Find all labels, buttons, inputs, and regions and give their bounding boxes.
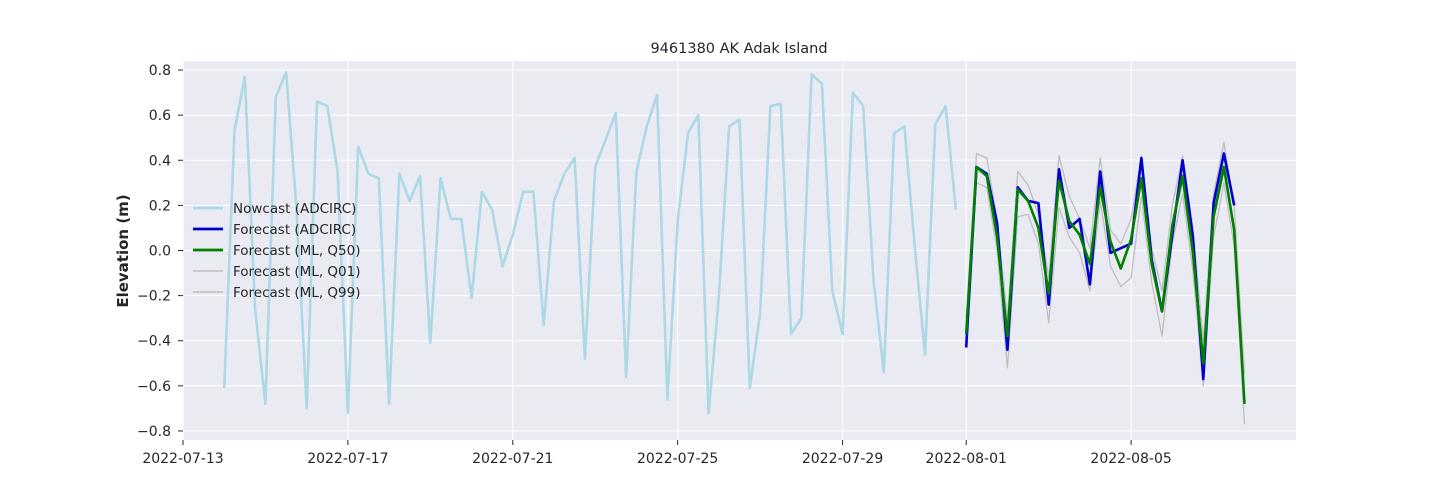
x-axis-ticks: 2022-07-13 2022-07-17 2022-07-21 2022-07-25…: [142, 440, 1172, 467]
legend-label: Forecast (ADCIRC): [233, 222, 356, 238]
y-axis-ticks: 0.8 0.6 0.4 0.2 0.0 −0.2 −0.4 −0.6 −0.8: [137, 63, 183, 440]
y-tick-label: −0.4: [137, 334, 171, 350]
series-line-3: [965, 182, 1246, 425]
series-line-0: [222, 71, 958, 415]
y-tick-label: 0.4: [149, 153, 171, 169]
y-tick-label: −0.6: [137, 379, 171, 395]
y-tick-label: 0.0: [149, 244, 171, 260]
legend: Nowcast (ADCIRC) Forecast (ADCIRC) Forecas…: [193, 201, 361, 301]
x-tick-label: 2022-08-01: [926, 451, 1007, 467]
y-tick-label: 0.8: [149, 63, 171, 79]
y-axis-label: Elevation (m): [114, 194, 132, 307]
chart-title: 9461380 AK Adak Island: [650, 41, 827, 57]
legend-label: Forecast (ML, Q99): [233, 285, 361, 301]
y-tick-label: −0.8: [137, 424, 171, 440]
x-tick-label: 2022-07-13: [142, 451, 223, 467]
series-lines: [222, 71, 1246, 425]
legend-label: Forecast (ML, Q50): [233, 243, 361, 259]
x-tick-label: 2022-07-17: [307, 451, 388, 467]
series-line-2: [964, 165, 1246, 404]
y-tick-label: −0.2: [137, 289, 171, 305]
y-tick-label: 0.6: [149, 108, 171, 124]
y-tick-label: 0.2: [149, 198, 171, 214]
x-tick-label: 2022-08-05: [1090, 451, 1171, 467]
legend-label: Nowcast (ADCIRC): [233, 201, 356, 217]
legend-label: Forecast (ML, Q01): [233, 264, 361, 280]
x-tick-label: 2022-07-21: [472, 451, 553, 467]
grid: [182, 61, 1296, 440]
x-tick-label: 2022-07-25: [637, 451, 718, 467]
x-tick-label: 2022-07-29: [802, 451, 883, 467]
